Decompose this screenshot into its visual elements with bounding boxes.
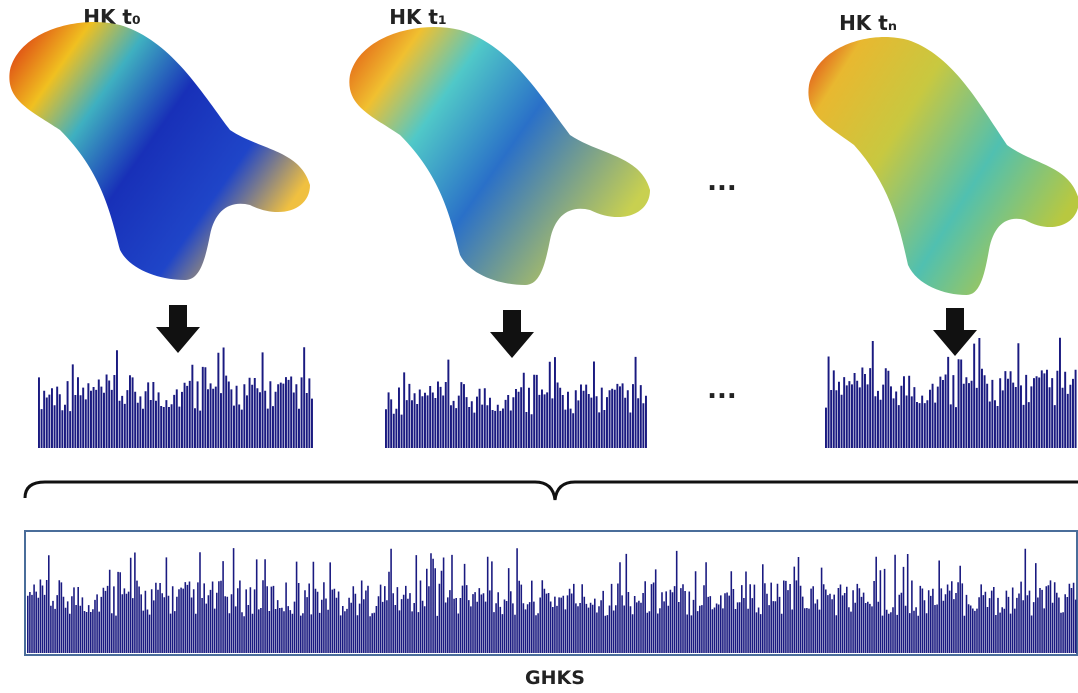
ghks-label: GHKS bbox=[525, 667, 585, 689]
ellipsis: ... bbox=[707, 167, 737, 197]
heat-kernel-label: HK tₙ bbox=[839, 11, 897, 35]
histogram bbox=[385, 357, 647, 448]
histogram bbox=[825, 338, 1077, 448]
arrow bbox=[156, 305, 200, 353]
histogram-bars bbox=[385, 357, 647, 448]
histogram bbox=[38, 347, 313, 448]
diagram: HK t₀ HK t₁ HK tₙ ... ... GHKS bbox=[0, 0, 1078, 689]
shape-t0 bbox=[9, 22, 310, 280]
histogram-bars bbox=[825, 338, 1077, 448]
arrow bbox=[490, 310, 534, 358]
brace bbox=[25, 482, 1078, 500]
histogram-bars bbox=[38, 347, 313, 448]
shape-t1 bbox=[349, 27, 650, 285]
shape-tn bbox=[808, 37, 1078, 295]
arrow bbox=[933, 308, 977, 356]
ellipsis: ... bbox=[707, 375, 737, 405]
heat-kernel-label: HK t₁ bbox=[389, 5, 447, 29]
